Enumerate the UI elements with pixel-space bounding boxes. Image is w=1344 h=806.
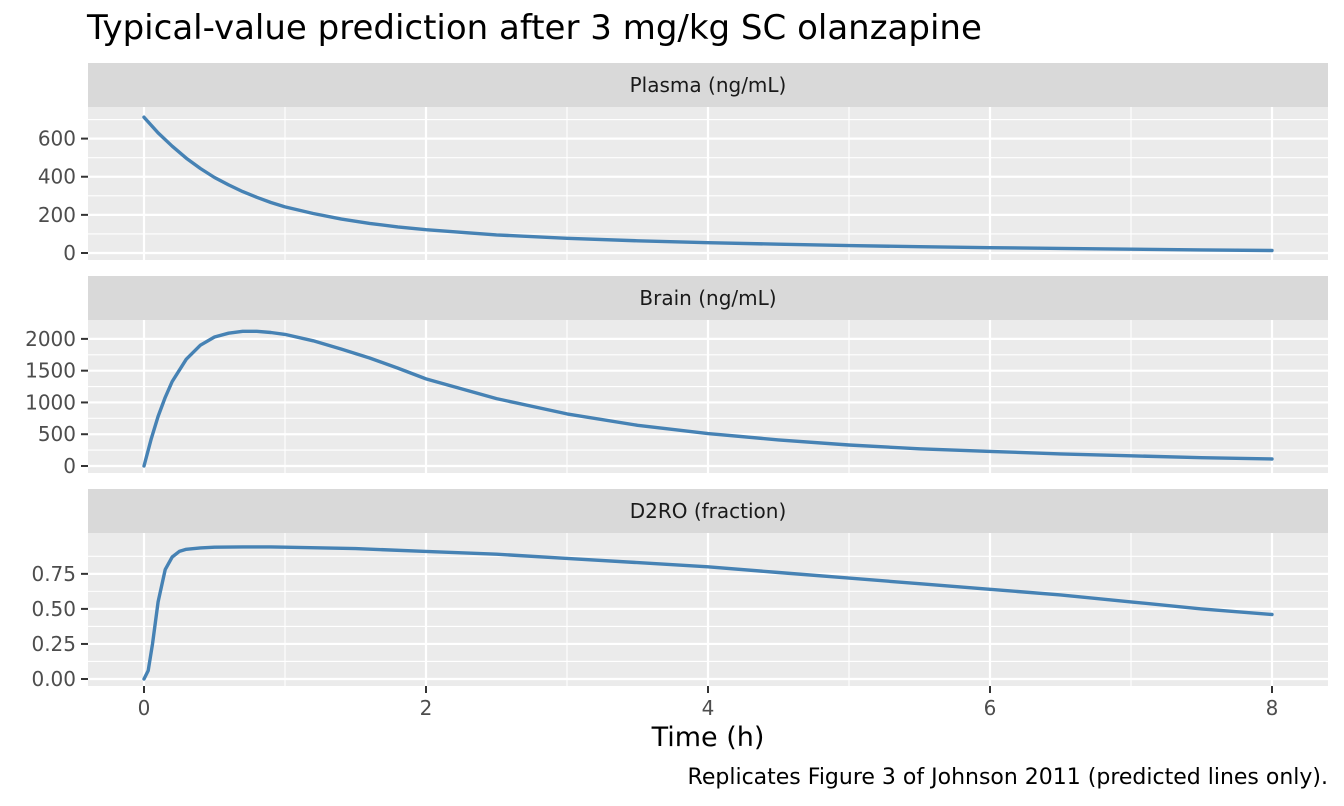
y-tick-label: 0.50 [31,597,76,621]
y-tick-label: 0.75 [31,562,76,586]
y-tick-label: 2000 [25,327,76,351]
x-tick-label: 0 [138,696,151,720]
facet-strip [88,276,1328,320]
y-tick-label: 0 [63,241,76,265]
facet-strip-label: D2RO (fraction) [630,499,787,523]
y-tick-label: 0.25 [31,632,76,656]
series-line [142,545,1274,681]
facet-strip [88,489,1328,533]
y-tick-label: 500 [38,422,76,446]
y-tick-label: 1500 [25,359,76,383]
y-tick-label: 1000 [25,390,76,414]
x-tick-label: 2 [420,696,433,720]
y-tick-label: 600 [38,127,76,151]
panel-1: Plasma (ng/mL) 0 200 400 600 [38,63,1328,265]
x-tick-label: 6 [984,696,997,720]
chart-caption: Replicates Figure 3 of Johnson 2011 (pre… [687,765,1328,790]
y-tick-label: 0.00 [31,667,76,691]
x-axis-title: Time (h) [651,722,765,753]
x-tick-label: 8 [1266,696,1279,720]
chart-title: Typical-value prediction after 3 mg/kg S… [87,8,982,48]
panel-3: D2RO (fraction) 0.00 0.25 0.50 0.75 0 2 4 6 8 [31,489,1328,720]
series-line [142,115,1274,253]
facet-strip-label: Plasma (ng/mL) [630,73,787,97]
panel-2: Brain (ng/mL) 0 500 1000 1500 2000 [25,276,1328,478]
y-tick-label: 200 [38,203,76,227]
facet-strip [88,63,1328,107]
y-tick-label: 0 [63,454,76,478]
y-tick-label: 400 [38,165,76,189]
series-line [142,329,1274,468]
facet-strip-label: Brain (ng/mL) [639,286,776,310]
x-tick-label: 4 [702,696,715,720]
